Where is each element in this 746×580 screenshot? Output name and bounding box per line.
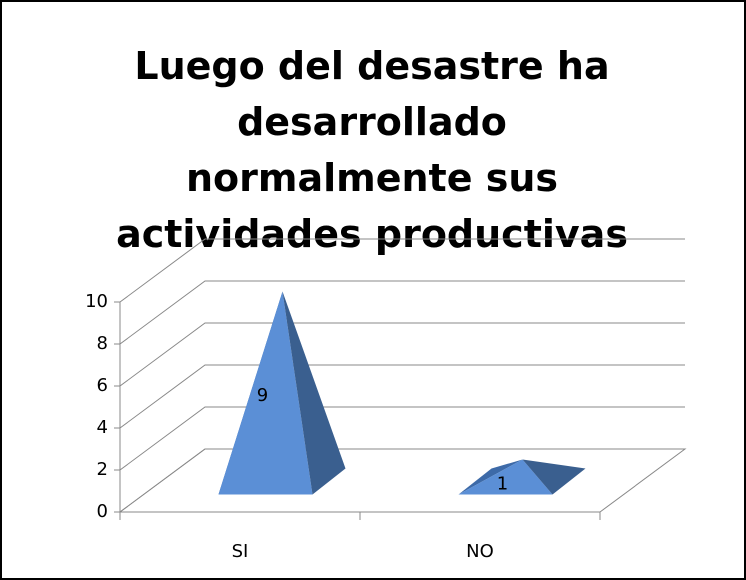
pyramid — [458, 459, 586, 495]
pyramid-side — [522, 459, 586, 495]
y-tick-label: 6 — [97, 375, 108, 396]
pyramid-side — [282, 291, 346, 495]
y-tick-label: 0 — [97, 501, 108, 522]
pyramid-front — [218, 291, 313, 495]
y-tick-label: 10 — [85, 291, 108, 312]
pyramid — [218, 291, 346, 495]
pyramid-front — [458, 459, 553, 495]
grid-line — [119, 364, 685, 429]
y-tick-label: 4 — [97, 417, 108, 438]
x-tick-label: SI — [232, 541, 249, 562]
data-label: 1 — [497, 474, 508, 495]
y-tick-label: 8 — [97, 333, 108, 354]
y-tick-label: 2 — [97, 459, 108, 480]
grid-line — [119, 238, 685, 303]
chart-title: Luego del desastre ha desarrollado norma… — [116, 44, 628, 256]
grid-line — [119, 322, 685, 387]
grid-line — [119, 448, 685, 513]
data-label: 9 — [257, 385, 268, 406]
grid-line — [119, 406, 685, 471]
x-tick-label: NO — [466, 541, 494, 562]
floor — [119, 448, 687, 513]
grid-line — [119, 280, 685, 345]
